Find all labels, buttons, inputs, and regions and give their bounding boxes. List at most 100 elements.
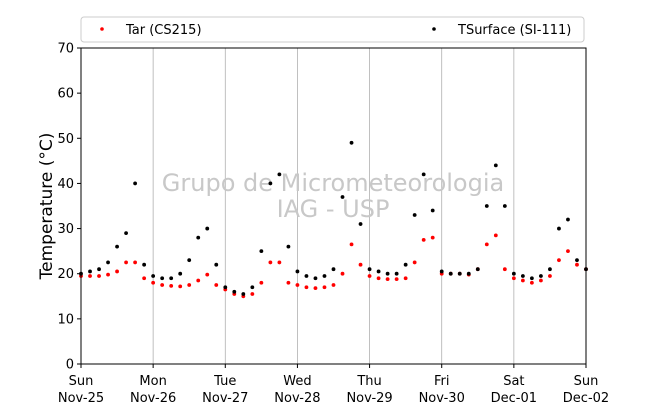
x-tick-label-day: Sat	[503, 374, 524, 389]
legend-label-tsurface: TSurface (SI-111)	[457, 23, 571, 38]
data-point	[575, 262, 579, 267]
data-point	[304, 285, 309, 290]
data-point	[196, 278, 201, 283]
data-point	[259, 280, 264, 285]
data-point	[412, 260, 417, 265]
legend: Tar (CS215) TSurface (SI-111)	[80, 16, 585, 43]
data-point	[358, 222, 363, 226]
data-point	[349, 242, 354, 247]
data-point	[403, 276, 408, 281]
data-point	[502, 267, 507, 272]
data-point	[466, 271, 471, 276]
x-tick-label-day: Sun	[69, 374, 94, 389]
data-point	[304, 274, 309, 278]
data-point	[448, 271, 453, 276]
data-point	[160, 276, 165, 281]
x-tick-label-day: Sun	[574, 374, 599, 389]
data-point	[106, 260, 110, 265]
data-point	[457, 271, 462, 276]
data-point	[539, 274, 543, 278]
data-point	[250, 285, 255, 290]
x-tick-label-date: Nov-27	[202, 391, 248, 406]
watermark-line-2: IAG - USP	[277, 195, 390, 223]
data-point	[358, 262, 363, 267]
data-point	[430, 208, 435, 213]
x-tick-label-date: Nov-26	[130, 391, 176, 406]
x-tick-label-day: Tue	[213, 374, 236, 389]
y-tick-label: 30	[57, 222, 74, 237]
data-point	[115, 244, 119, 249]
data-point	[439, 269, 444, 274]
data-point	[187, 258, 192, 263]
x-tick-label-day: Mon	[139, 374, 166, 389]
data-point	[575, 258, 579, 263]
data-point	[367, 267, 372, 272]
data-point	[214, 283, 219, 287]
legend-marker-tar	[100, 27, 104, 31]
data-point	[493, 163, 498, 168]
x-tick-label-day: Fri	[434, 374, 450, 389]
data-point	[97, 274, 101, 278]
data-point	[376, 276, 381, 281]
plot-frame	[80, 47, 587, 365]
watermark-line-1: Grupo de Micrometeorologia	[162, 169, 504, 197]
data-point	[268, 181, 273, 186]
data-point	[277, 172, 282, 177]
data-point	[557, 226, 561, 231]
y-tick-label: 50	[57, 132, 74, 147]
data-point	[331, 283, 336, 287]
data-point	[187, 283, 192, 287]
data-point	[548, 267, 552, 272]
y-tick-label: 0	[66, 358, 74, 373]
data-point	[88, 274, 92, 278]
data-point	[277, 260, 282, 265]
data-point	[430, 235, 435, 240]
data-point	[214, 262, 219, 267]
data-point	[115, 269, 119, 274]
data-point	[169, 276, 174, 281]
x-gridlines	[152, 48, 515, 364]
data-point	[286, 244, 291, 249]
data-point	[178, 271, 183, 276]
data-point	[484, 204, 489, 208]
data-point	[539, 278, 543, 283]
data-point	[295, 269, 300, 274]
data-point	[241, 292, 246, 296]
x-tick-label-date: Nov-28	[274, 391, 320, 406]
data-point	[340, 271, 345, 276]
x-tick-label-day: Thu	[356, 374, 381, 389]
data-point	[385, 271, 390, 276]
data-point	[133, 181, 138, 186]
data-point	[97, 267, 101, 272]
data-point	[205, 226, 210, 231]
x-tick-label-date: Nov-29	[346, 391, 392, 406]
y-tick-label: 60	[57, 87, 74, 102]
data-point	[403, 262, 408, 267]
data-point	[493, 233, 498, 238]
data-point	[259, 249, 264, 254]
data-point	[367, 274, 372, 278]
x-tick-label-date: Nov-30	[419, 391, 465, 406]
data-point	[151, 274, 156, 278]
y-tick-label: 20	[57, 267, 74, 282]
x-axis-ticks: Sun Nov-25 Mon Nov-26 Tue Nov-27 Wed Nov-28 Thu N…	[58, 364, 609, 406]
data-point	[250, 292, 255, 296]
data-point	[313, 276, 318, 281]
data-point	[394, 277, 399, 282]
data-point	[421, 172, 426, 177]
series-tar	[79, 233, 588, 299]
y-axis-ticks: 0 10 20 30 40 50 60 70	[57, 42, 81, 373]
data-point	[205, 272, 210, 277]
x-tick-label-date: Dec-02	[563, 391, 609, 406]
data-point	[376, 269, 381, 274]
data-point	[106, 272, 110, 277]
y-tick-label: 70	[57, 42, 74, 57]
data-point	[151, 280, 156, 285]
data-point	[124, 260, 128, 265]
data-point	[529, 276, 534, 281]
data-point	[124, 231, 128, 235]
data-point	[421, 237, 426, 242]
data-point	[169, 284, 174, 288]
data-point	[295, 283, 300, 287]
x-tick-label-date: Dec-01	[491, 391, 537, 406]
